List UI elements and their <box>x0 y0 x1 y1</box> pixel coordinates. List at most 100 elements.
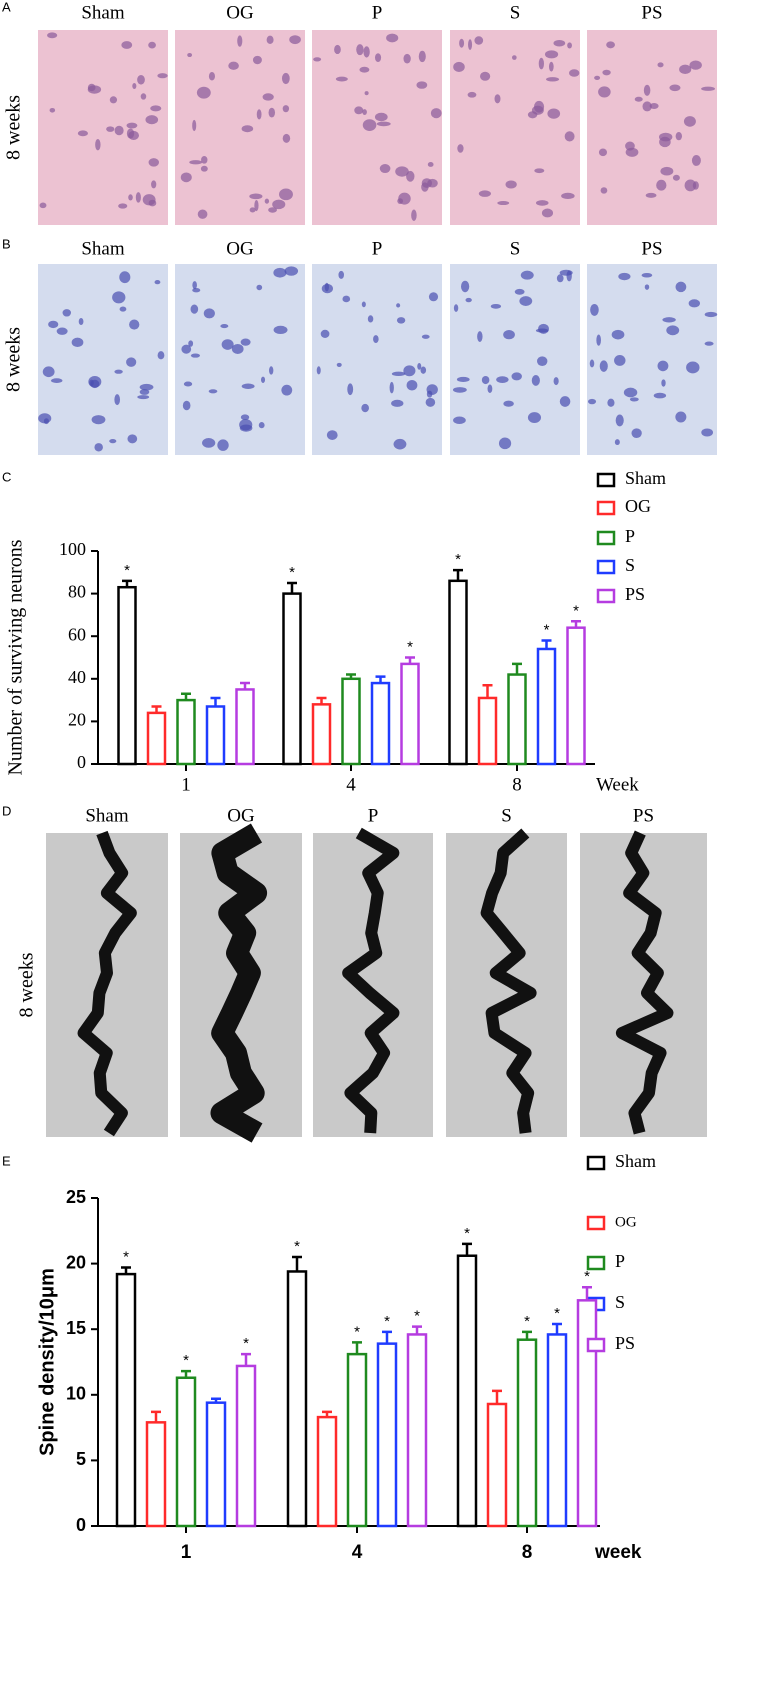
micrograph <box>38 264 168 455</box>
cell <box>338 270 344 279</box>
cell <box>208 389 218 394</box>
cell <box>140 93 147 100</box>
cell <box>607 398 615 407</box>
bar <box>205 705 226 766</box>
cell <box>661 379 666 387</box>
legend-label: S <box>615 1292 625 1312</box>
cell <box>56 327 68 335</box>
legend-swatch <box>586 1215 606 1231</box>
bar <box>576 1299 598 1528</box>
cell <box>187 52 193 58</box>
cell <box>641 272 653 278</box>
cell <box>511 372 522 381</box>
error-bar <box>292 1255 302 1272</box>
cell <box>313 57 322 62</box>
cell <box>588 398 597 405</box>
error-bar <box>412 1325 422 1335</box>
legend-swatch <box>596 588 616 604</box>
cell <box>373 335 379 344</box>
cell <box>112 291 126 304</box>
cell <box>376 121 391 127</box>
error-bar <box>462 1242 472 1256</box>
cell <box>688 299 700 308</box>
significance-star: * <box>243 1335 249 1352</box>
dendrite <box>615 830 674 1135</box>
column-label: S <box>510 2 521 23</box>
significance-star: * <box>584 1268 590 1285</box>
cell <box>494 94 501 104</box>
cell <box>334 44 341 55</box>
cell <box>181 344 192 354</box>
cell <box>426 384 438 395</box>
cell <box>126 122 138 129</box>
bar <box>507 673 527 766</box>
cell <box>430 108 442 119</box>
cell <box>418 50 426 63</box>
legend-label: OG <box>615 1214 637 1230</box>
cell <box>614 439 620 446</box>
cell <box>364 91 369 96</box>
cell <box>359 66 370 73</box>
column-label: OG <box>226 2 254 23</box>
legend-label: Sham <box>615 1151 656 1171</box>
cell <box>672 174 680 181</box>
cell <box>538 323 549 334</box>
legend-swatch <box>586 1337 606 1353</box>
micrograph <box>587 264 717 455</box>
error-bar <box>482 683 493 698</box>
error-bar <box>211 1397 221 1403</box>
cell <box>50 378 63 383</box>
bar <box>516 1338 538 1528</box>
micrograph <box>312 264 442 455</box>
cell <box>202 438 216 448</box>
cell <box>547 108 561 119</box>
cell <box>396 303 401 308</box>
significance-star: * <box>573 602 579 619</box>
cell <box>47 32 58 39</box>
error-bar <box>181 1369 191 1378</box>
micrograph <box>312 30 442 225</box>
cell <box>417 362 422 370</box>
legend-swatch <box>596 500 616 516</box>
cell <box>512 55 517 60</box>
cell <box>478 190 491 197</box>
x-tick-label: 8 <box>522 1542 533 1563</box>
cell <box>126 357 137 367</box>
cell <box>519 296 533 306</box>
cell <box>660 166 674 176</box>
column-label: PS <box>641 2 662 23</box>
cell <box>403 53 411 64</box>
row-label: 8 weeks <box>3 95 25 160</box>
bar <box>400 662 420 766</box>
column-label: P <box>368 805 379 826</box>
cell <box>42 366 55 378</box>
y-tick-label: 0 <box>77 752 86 772</box>
cell <box>118 203 128 209</box>
cell <box>611 329 625 340</box>
cell <box>39 202 47 209</box>
cell <box>598 148 607 157</box>
legend-label: P <box>615 1251 625 1271</box>
cell <box>598 86 611 98</box>
error-bar <box>352 1341 362 1355</box>
cell <box>514 288 525 295</box>
row-label: 8 weeks <box>3 327 25 392</box>
bar <box>546 1333 568 1528</box>
cell <box>71 337 84 348</box>
cell <box>459 38 465 48</box>
cell <box>240 338 251 346</box>
cell <box>427 162 434 167</box>
error-bar <box>241 1352 251 1366</box>
cell <box>121 41 133 49</box>
cell <box>180 172 192 183</box>
cell <box>614 354 626 366</box>
cell <box>256 284 263 291</box>
cell <box>625 147 639 157</box>
cell <box>467 91 477 98</box>
cell <box>252 55 262 65</box>
cell <box>269 366 274 375</box>
cell <box>221 339 234 350</box>
cell <box>256 109 262 120</box>
row-label: 8 weeks <box>16 952 38 1017</box>
